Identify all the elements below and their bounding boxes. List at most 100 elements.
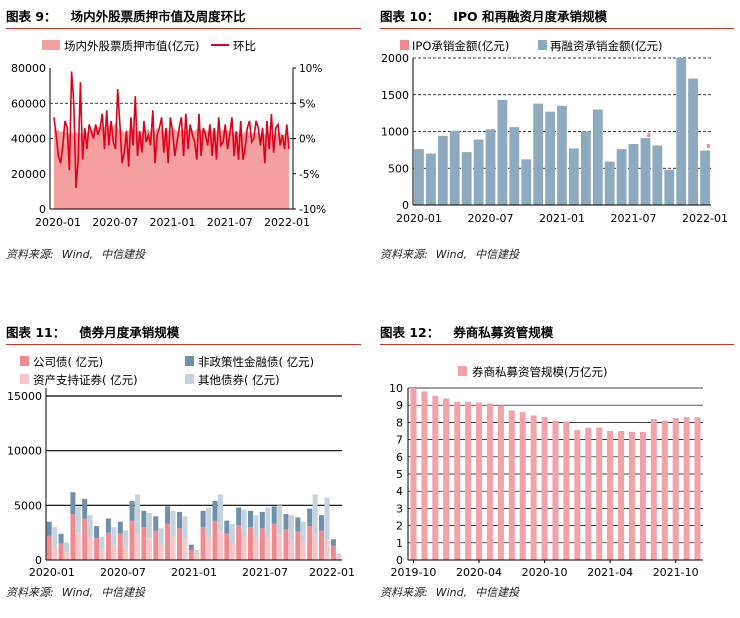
bar-segment	[99, 537, 105, 549]
bar-refinancing	[676, 58, 687, 205]
bar-segment	[212, 520, 218, 560]
bar-private-am	[629, 431, 635, 560]
bar-segment	[158, 543, 164, 560]
bar-segment	[123, 530, 129, 547]
bar-segment	[253, 538, 259, 560]
bar-segment	[82, 518, 88, 560]
bar-segment	[212, 501, 218, 521]
panel-title: 图表 12： 券商私募资管规模	[380, 325, 554, 340]
bar-refinancing	[533, 103, 544, 205]
bar-segment	[46, 535, 52, 560]
bar-segment	[170, 510, 176, 536]
bar-segment	[307, 508, 313, 527]
bar-refinancing	[640, 138, 651, 205]
legend-label-ipo: IPO承销金额(亿元)	[412, 39, 509, 53]
bar-segment	[271, 506, 277, 524]
bar-segment	[141, 527, 147, 560]
bar-segment	[58, 543, 64, 560]
bar-segment	[177, 511, 182, 529]
bar-segment	[165, 523, 171, 560]
bar-segment	[105, 518, 111, 533]
bar-segment	[188, 544, 194, 551]
x-tick-label: 2020-01	[29, 566, 75, 579]
y-right-tick-label: -10%	[299, 204, 326, 216]
y-tick-label: 0	[396, 554, 403, 567]
bar-segment	[248, 527, 253, 560]
y-tick-label: 8	[396, 416, 403, 429]
bar-segment	[307, 526, 313, 560]
bar-segment	[70, 514, 76, 560]
bar-refinancing	[437, 135, 448, 205]
x-tick-label: 2022-01	[264, 216, 310, 229]
bar-private-am	[683, 417, 690, 560]
bar-private-am	[497, 405, 504, 560]
bar-segment	[229, 523, 235, 543]
bar-refinancing	[700, 150, 710, 205]
chart-9-svg: 场内外股票质押市值(亿元) 环比 0 20000 40000 60000 80000 -10%…	[11, 39, 326, 229]
x-tick-label: 2020-10	[522, 566, 568, 579]
y-right-tick-label: 5%	[299, 98, 316, 110]
legend-label: 其他债券( 亿元)	[198, 373, 280, 387]
panel-chart-10: 图表 10： IPO 和再融资月度承销规模 IPO承销金额(亿元) 再融资承销金额(…	[380, 6, 734, 261]
chart-12-svg: 券商私募资管规模(万亿元) 0 1 2 3 4 5 6 7 8 9 10 2019-10 2020-04 2…	[389, 365, 703, 579]
source-note: 资料来源: Wind, 中信建投	[380, 586, 520, 599]
bar-segment	[295, 531, 301, 560]
bar-segment	[146, 513, 152, 539]
panel-chart-12: 图表 12： 券商私募资管规模 券商私募资管规模(万亿元) 0 1 2 3 4 5 6 7 8 9 10…	[380, 322, 734, 612]
bar-refinancing	[426, 153, 436, 205]
bar-segment	[289, 515, 294, 540]
bar-refinancing	[509, 127, 520, 205]
bar-refinancing	[473, 139, 484, 205]
bar-segment	[52, 546, 58, 560]
y-tick-label: 2000	[381, 52, 409, 65]
bar-refinancing	[652, 145, 663, 205]
bar-refinancing	[449, 130, 460, 205]
bar-private-am	[574, 430, 581, 560]
y-tick-label: 4	[396, 485, 403, 498]
bar-refinancing	[628, 144, 639, 205]
bar-segment	[70, 492, 76, 515]
y-tick-label: 0	[35, 554, 42, 567]
bar-refinancing	[569, 148, 579, 205]
legend-swatch-pm	[458, 366, 467, 376]
x-tick-label: 2022-01	[309, 566, 355, 579]
source-note: 资料来源: Wind, 中信建投	[6, 248, 146, 261]
legend-label-pm: 券商私募资管规模(万亿元)	[472, 365, 607, 379]
bar-segment	[188, 550, 194, 560]
bar-segment	[135, 494, 140, 535]
bar-private-am	[519, 412, 526, 560]
y-left-tick-label: 60000	[11, 97, 46, 110]
x-tick-label: 2021-07	[611, 212, 657, 225]
bar-private-am	[672, 418, 679, 560]
legend-label-refinancing: 再融资承销金额(亿元)	[550, 39, 662, 53]
y-tick-label: 1000	[381, 126, 409, 139]
y-tick-label: 2	[396, 520, 403, 533]
bar-segment	[295, 517, 301, 532]
x-tick-label: 2021-04	[587, 566, 633, 579]
bar-segment	[241, 509, 247, 536]
x-tick-label: 2020-07	[92, 216, 138, 229]
y-tick-label: 5	[396, 468, 403, 481]
legend-swatch	[185, 374, 194, 384]
bar-segment	[330, 539, 336, 546]
title-rule	[6, 344, 361, 345]
y-right-tick-label: 0%	[299, 134, 316, 146]
bar-segment	[135, 534, 140, 560]
bar-segment	[224, 533, 230, 560]
bar-refinancing	[557, 105, 567, 205]
legend-swatch	[20, 374, 29, 384]
bar-segment	[105, 532, 111, 560]
bar-private-am	[661, 420, 668, 560]
x-tick-label: 2021-01	[171, 566, 217, 579]
y-tick-label: 3	[396, 502, 403, 515]
y-tick-label: 0	[402, 199, 409, 212]
bar-refinancing	[461, 152, 472, 205]
panel-chart-11: 图表 11： 债券月度承销规模 公司债( 亿元) 非政策性金融债( 亿元) 资产支持证…	[6, 322, 361, 612]
bar-segment	[177, 528, 182, 560]
bar-private-am	[650, 419, 657, 560]
bar-segment	[248, 510, 253, 528]
bar-segment	[87, 537, 93, 560]
bar-segment	[319, 530, 324, 560]
bar-segment	[153, 516, 159, 531]
series-line-weekly-change	[53, 71, 290, 188]
